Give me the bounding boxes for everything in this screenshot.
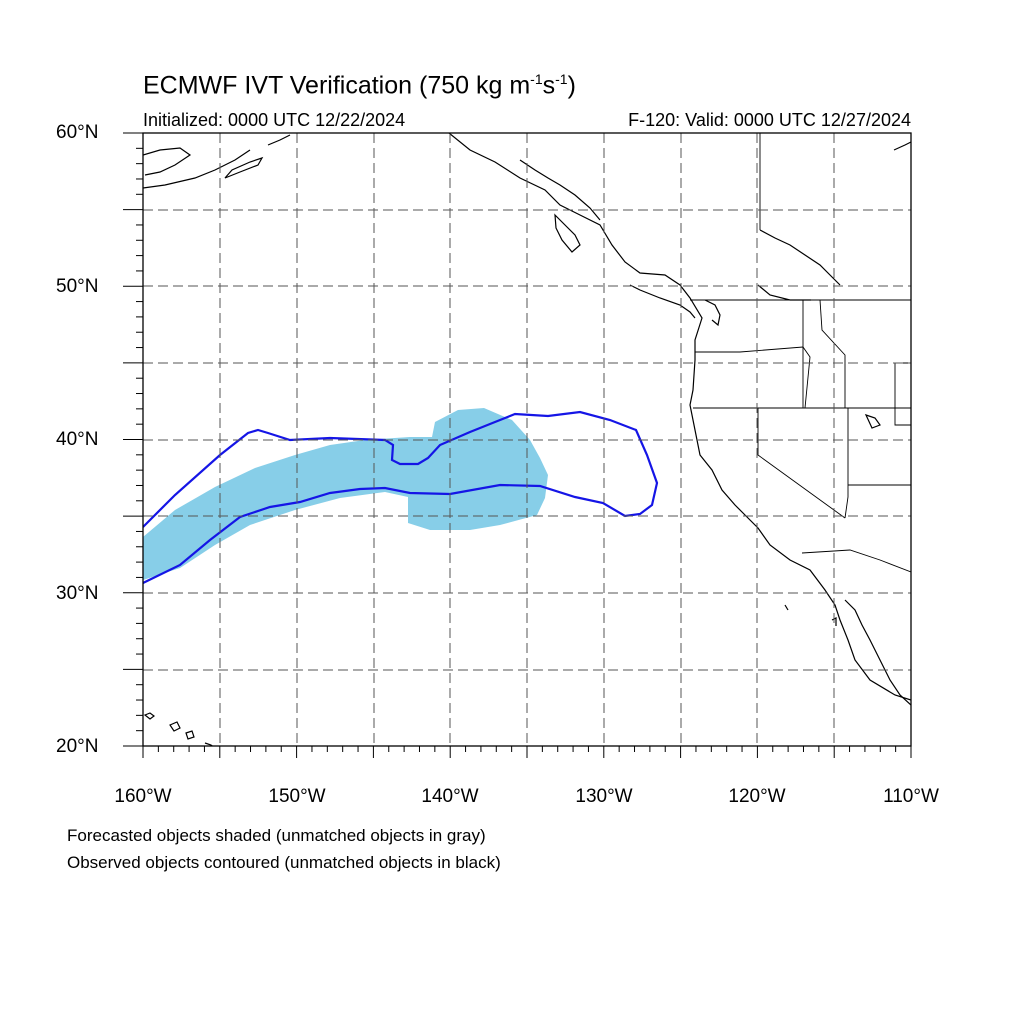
map-title: ECMWF IVT Verification (750 kg m-1s-1) <box>143 71 576 100</box>
lon-label-160w: 160°W <box>114 786 172 807</box>
lon-label-140w: 140°W <box>421 786 479 807</box>
graticule <box>143 133 911 746</box>
observed-object <box>143 410 659 584</box>
lat-label-30: 30°N <box>56 583 99 604</box>
lat-label-20: 20°N <box>56 736 99 757</box>
lon-label-130w: 130°W <box>575 786 633 807</box>
lon-label-120w: 120°W <box>728 786 786 807</box>
political-borders <box>690 133 911 573</box>
axis-ticks <box>123 132 912 758</box>
initialized-label: Initialized: 0000 UTC 12/22/2024 <box>143 110 406 130</box>
legend-note-observed: Observed objects contoured (unmatched ob… <box>67 853 501 872</box>
lat-label-50: 50°N <box>56 276 99 297</box>
coastlines <box>143 133 911 746</box>
lat-label-60: 60°N <box>56 122 99 143</box>
valid-time-label: F-120: Valid: 0000 UTC 12/27/2024 <box>628 110 911 130</box>
forecast-object <box>143 408 548 580</box>
legend-note-forecast: Forecasted objects shaded (unmatched obj… <box>67 826 486 845</box>
lon-label-110w: 110°W <box>883 786 939 807</box>
lat-label-40: 40°N <box>56 429 99 450</box>
lon-label-150w: 150°W <box>268 786 326 807</box>
